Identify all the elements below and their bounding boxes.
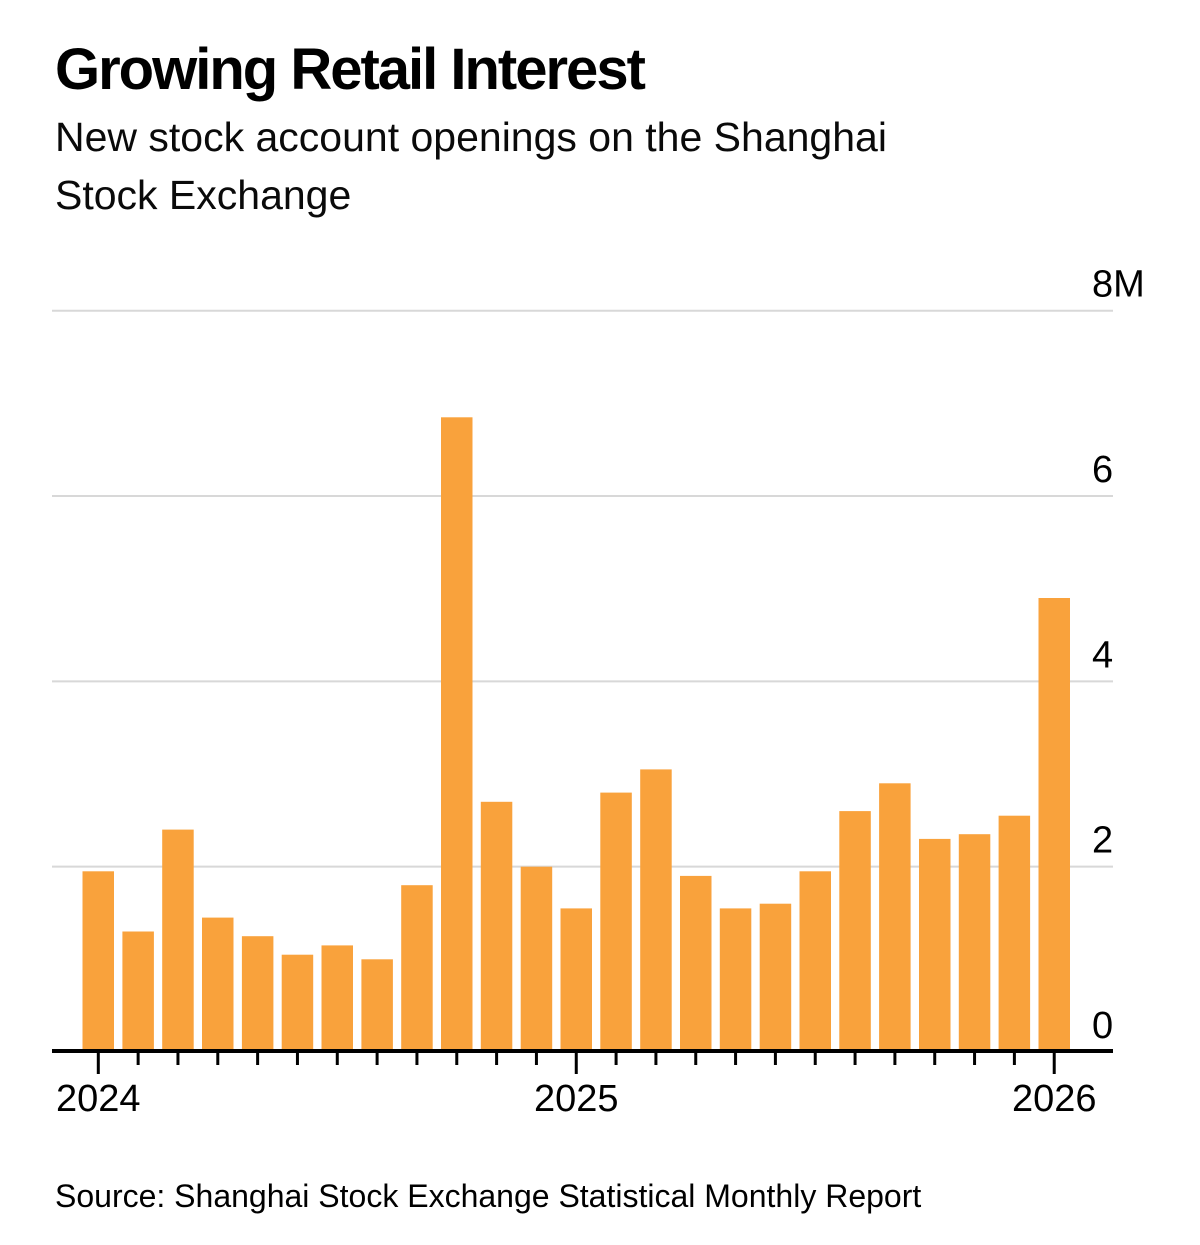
bar [520,866,553,1052]
chart-subtitle-line-2: Stock Exchange [55,172,352,218]
bar [281,954,314,1052]
chart-subtitle-line-1: New stock account openings on the Shangh… [55,114,887,160]
bar [480,801,513,1052]
bar [321,945,353,1052]
y-tick-label: 8M [1092,264,1145,306]
bar [879,783,911,1052]
bar [958,834,991,1052]
bar [441,417,473,1052]
y-tick-label: 0 [1092,1005,1113,1047]
bar [640,769,672,1052]
bar [361,959,393,1052]
bar [998,815,1031,1052]
x-tick-label: 2026 [1012,1078,1097,1120]
bar [82,871,114,1052]
bar [799,871,831,1052]
bar [162,829,194,1052]
bar [680,875,712,1052]
bar [719,908,752,1052]
bar [401,885,433,1052]
y-tick-label: 2 [1092,820,1113,862]
bar [1038,598,1070,1052]
bar [122,931,154,1052]
bar [839,811,871,1052]
bar [241,936,274,1052]
bar [560,908,592,1052]
x-tick-label: 2025 [534,1078,619,1120]
bar [759,903,792,1052]
bar [919,838,951,1052]
source-note: Source: Shanghai Stock Exchange Statisti… [55,1178,922,1214]
x-tick-label: 2024 [56,1078,141,1120]
chart-subtitle: New stock account openings on the Shangh… [55,108,887,224]
chart-title: Growing Retail Interest [55,37,646,102]
y-tick-label: 6 [1092,449,1113,491]
bar [600,792,632,1052]
bar [202,917,234,1052]
y-tick-label: 4 [1092,634,1113,676]
